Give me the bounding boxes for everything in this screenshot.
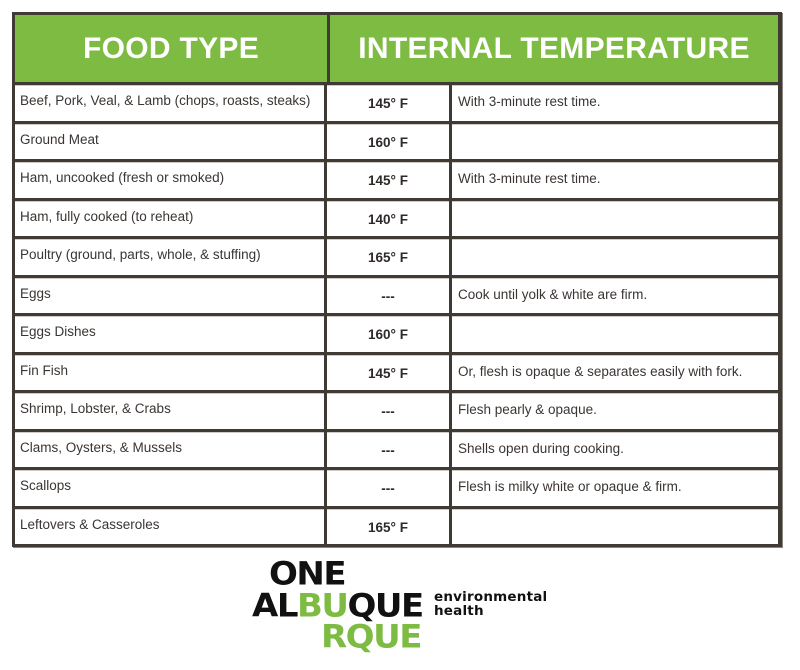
table-row: Fin Fish 145° F Or, flesh is opaque & se…: [15, 354, 778, 393]
food-cell: Shrimp, Lobster, & Crabs: [15, 393, 327, 429]
note-cell: [452, 124, 778, 160]
logo-line-rque: RQUE: [321, 618, 422, 656]
temp-cell: 140° F: [327, 200, 452, 236]
food-cell: Poultry (ground, parts, whole, & stuffin…: [15, 239, 327, 275]
food-cell: Ham, fully cooked (to reheat): [15, 200, 327, 236]
food-cell: Scallops: [15, 470, 327, 506]
food-cell: Fin Fish: [15, 354, 327, 390]
table-row: Ham, fully cooked (to reheat) 140° F: [15, 200, 778, 239]
note-cell: [452, 316, 778, 352]
temp-cell: 165° F: [327, 239, 452, 275]
food-cell: Eggs Dishes: [15, 316, 327, 352]
temp-cell: 160° F: [327, 123, 452, 159]
food-cell: Eggs: [15, 277, 327, 313]
note-cell: [452, 509, 778, 545]
table-row: Leftovers & Casseroles 165° F: [15, 508, 778, 545]
tagline-health: health: [434, 603, 484, 619]
table-row: Shrimp, Lobster, & Crabs --- Flesh pearl…: [15, 393, 778, 432]
table-row: Scallops --- Flesh is milky white or opa…: [15, 470, 778, 509]
food-cell: Ground Meat: [15, 123, 327, 159]
temp-cell: ---: [327, 470, 452, 506]
logo-line-one: ONE: [269, 555, 347, 593]
note-cell: [452, 239, 778, 275]
table-row: Beef, Pork, Veal, & Lamb (chops, roasts,…: [15, 85, 778, 124]
food-temperature-table: FOOD TYPE INTERNAL TEMPERATURE Beef, Por…: [12, 12, 782, 547]
note-cell: Flesh pearly & opaque.: [458, 402, 597, 418]
logo-line-albuque: ALBUQUE: [252, 590, 424, 622]
temp-cell: ---: [327, 393, 452, 429]
logo-tagline: environmental health: [434, 590, 547, 618]
food-cell: Beef, Pork, Veal, & Lamb (chops, roasts,…: [15, 85, 327, 121]
tagline-environmental: environmental: [434, 589, 548, 605]
temp-cell: ---: [327, 431, 452, 467]
table-row: Poultry (ground, parts, whole, & stuffin…: [15, 239, 778, 278]
one-albuquerque-logo: ONE ALBUQUE RQUE environmental health: [252, 556, 572, 656]
table-header: FOOD TYPE INTERNAL TEMPERATURE: [15, 15, 778, 85]
temp-cell: ---: [327, 277, 452, 313]
note-cell: Or, flesh is opaque & separates easily w…: [458, 363, 743, 379]
temp-cell: 160° F: [327, 316, 452, 352]
note-cell: [452, 201, 778, 237]
note-cell: Cook until yolk & white are firm.: [458, 286, 648, 302]
note-cell: With 3-minute rest time.: [458, 94, 601, 110]
table-row: Ham, uncooked (fresh or smoked) 145° F W…: [15, 162, 778, 201]
temp-cell: 145° F: [327, 85, 452, 121]
header-food-type: FOOD TYPE: [15, 15, 330, 82]
logo-al: AL: [252, 587, 298, 625]
food-cell: Ham, uncooked (fresh or smoked): [15, 162, 327, 198]
table-row: Eggs --- Cook until yolk & white are fir…: [15, 277, 778, 316]
note-cell: With 3-minute rest time.: [458, 171, 601, 187]
note-cell: Flesh is milky white or opaque & firm.: [458, 479, 682, 495]
note-cell: Shells open during cooking.: [458, 440, 624, 456]
table-row: Clams, Oysters, & Mussels --- Shells ope…: [15, 431, 778, 470]
temp-cell: 165° F: [327, 508, 452, 544]
temp-cell: 145° F: [327, 162, 452, 198]
table-row: Ground Meat 160° F: [15, 123, 778, 162]
food-cell: Clams, Oysters, & Mussels: [15, 431, 327, 467]
food-cell: Leftovers & Casseroles: [15, 508, 327, 544]
logo-que: QUE: [347, 587, 425, 625]
table-row: Eggs Dishes 160° F: [15, 316, 778, 355]
temp-cell: 145° F: [327, 354, 452, 390]
logo-bu: BU: [296, 587, 349, 625]
header-internal-temperature: INTERNAL TEMPERATURE: [358, 31, 750, 65]
